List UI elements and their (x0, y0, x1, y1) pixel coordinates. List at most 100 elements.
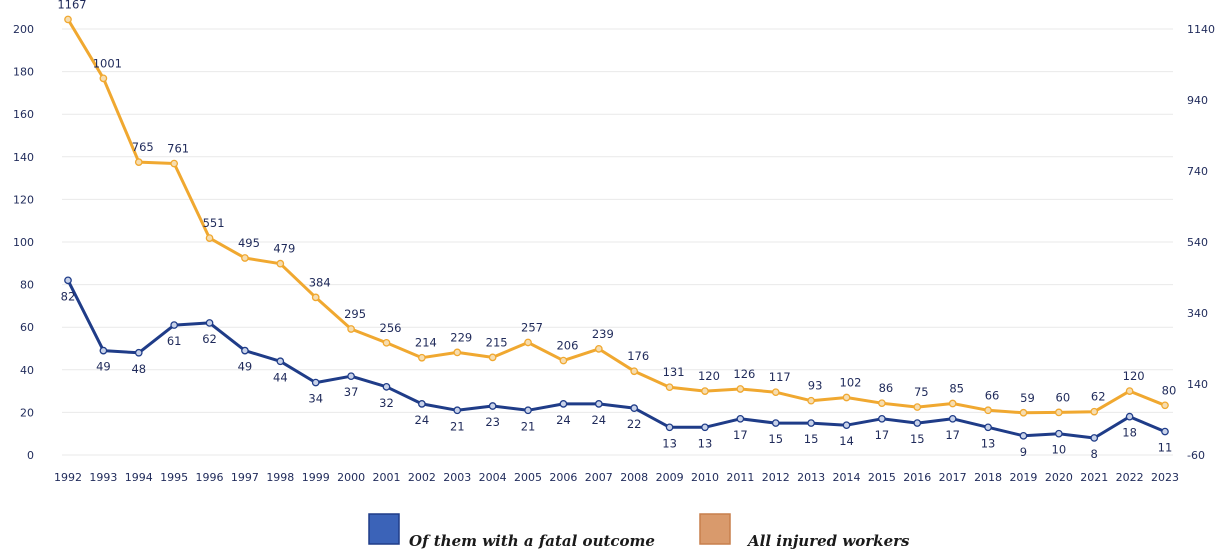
fatal-data-label: 17 (733, 428, 748, 442)
injured-point (594, 345, 603, 353)
injured-point (665, 383, 674, 392)
x-tick-label: 2011 (726, 471, 754, 484)
injured-data-label: 256 (380, 321, 402, 335)
fatal-point (1090, 434, 1099, 442)
fatal-point (347, 372, 355, 381)
injured-data-label: 295 (344, 307, 366, 321)
left-y-axis: 0 20 40 60 80 100 120 140 160 180 200 (13, 23, 34, 462)
injured-point (170, 159, 179, 168)
fatal-data-label: 44 (273, 370, 288, 384)
right-tick-label: 540 (1187, 236, 1208, 249)
x-tick-label: 2015 (868, 471, 896, 484)
fatal-point (276, 357, 285, 366)
x-tick-label: 2018 (974, 471, 1002, 484)
all-injured-line (66, 18, 1166, 415)
fatal-data-label: 49 (96, 360, 111, 374)
left-tick-label: 120 (13, 193, 34, 206)
injured-data-label: 60 (1056, 390, 1071, 404)
fatal-data-label: 8 (1091, 447, 1098, 461)
fatal-point (984, 423, 992, 432)
injured-point (382, 338, 391, 347)
x-tick-label: 1997 (231, 471, 259, 484)
x-tick-label: 2004 (479, 471, 507, 484)
injured-point (488, 353, 497, 362)
x-tick-label: 2014 (833, 471, 861, 484)
left-tick-label: 160 (13, 108, 34, 121)
x-tick-label: 2007 (585, 471, 613, 484)
injured-data-label: 176 (627, 349, 649, 363)
injured-point (1019, 408, 1028, 417)
injured-point (736, 385, 745, 393)
fatal-point (382, 382, 391, 391)
fatal-outcome-line (66, 279, 1166, 440)
x-tick-label: 2006 (549, 471, 577, 484)
injured-data-label: 1167 (57, 0, 86, 11)
left-tick-label: 60 (20, 321, 34, 334)
fatal-point (1054, 429, 1063, 438)
injured-data-label: 479 (273, 242, 295, 256)
fatal-data-label: 24 (415, 413, 430, 427)
fatal-data-label: 18 (1122, 426, 1137, 440)
injured-data-label: 85 (949, 382, 964, 396)
fatal-data-label: 24 (556, 413, 571, 427)
x-tick-label: 2016 (903, 471, 931, 484)
x-tick-label: 2000 (337, 471, 365, 484)
fatal-point (878, 414, 886, 423)
injured-data-label: 93 (808, 379, 823, 393)
injured-point (134, 158, 143, 166)
injured-point (276, 259, 285, 268)
fatal-point (630, 404, 639, 412)
legend-swatch-all (699, 513, 731, 545)
fatal-point (1019, 431, 1028, 440)
injured-point (64, 15, 72, 24)
left-tick-label: 200 (13, 23, 34, 36)
right-tick-label: 940 (1187, 94, 1208, 107)
x-tick-label: 1992 (54, 471, 82, 484)
x-tick-label: 2022 (1116, 471, 1144, 484)
injured-point (418, 353, 426, 362)
injured-point (205, 234, 214, 242)
fatal-data-label: 13 (698, 436, 713, 450)
fatal-point (1161, 427, 1169, 436)
injured-point (984, 406, 992, 415)
injured-point (913, 403, 922, 411)
injured-data-label: 1001 (93, 56, 122, 70)
fatal-point (453, 406, 462, 415)
fatal-data-label: 17 (875, 428, 890, 442)
injured-data-label: 257 (521, 320, 543, 334)
injured-point (347, 325, 355, 333)
fatal-point (665, 423, 674, 432)
x-tick-label: 1998 (266, 471, 294, 484)
x-tick-label: 2008 (620, 471, 648, 484)
fatal-data-label: 11 (1158, 441, 1173, 455)
x-tick-label: 2002 (408, 471, 436, 484)
fatal-data-label: 15 (768, 432, 783, 446)
injured-data-label: 131 (663, 365, 685, 379)
injured-data-label: 120 (1123, 369, 1145, 383)
fatal-data-label: 49 (238, 360, 253, 374)
injured-point (807, 396, 815, 405)
x-tick-label: 2009 (656, 471, 684, 484)
fatal-point (842, 421, 851, 430)
injured-data-label: 102 (840, 375, 862, 389)
fatal-data-label: 22 (627, 417, 642, 431)
fatal-point (807, 419, 815, 427)
x-tick-label: 2021 (1080, 471, 1108, 484)
x-tick-label: 2019 (1009, 471, 1037, 484)
injured-point (1054, 408, 1063, 417)
injured-point (1161, 401, 1169, 410)
x-tick-label: 2013 (797, 471, 825, 484)
fatal-data-label: 34 (308, 392, 323, 406)
fatal-point (948, 414, 957, 423)
fatal-point (736, 414, 745, 423)
injured-data-label: 229 (450, 330, 472, 344)
right-tick-label: 740 (1187, 165, 1208, 178)
right-tick-label: 340 (1187, 307, 1208, 320)
fatal-data-label: 21 (450, 419, 465, 433)
injured-point (878, 399, 886, 408)
fatal-point (488, 402, 497, 410)
fatal-data-label: 37 (344, 385, 359, 399)
right-tick-label: 1140 (1187, 23, 1215, 36)
x-tick-label: 1996 (196, 471, 224, 484)
injured-data-label: 59 (1020, 391, 1035, 405)
